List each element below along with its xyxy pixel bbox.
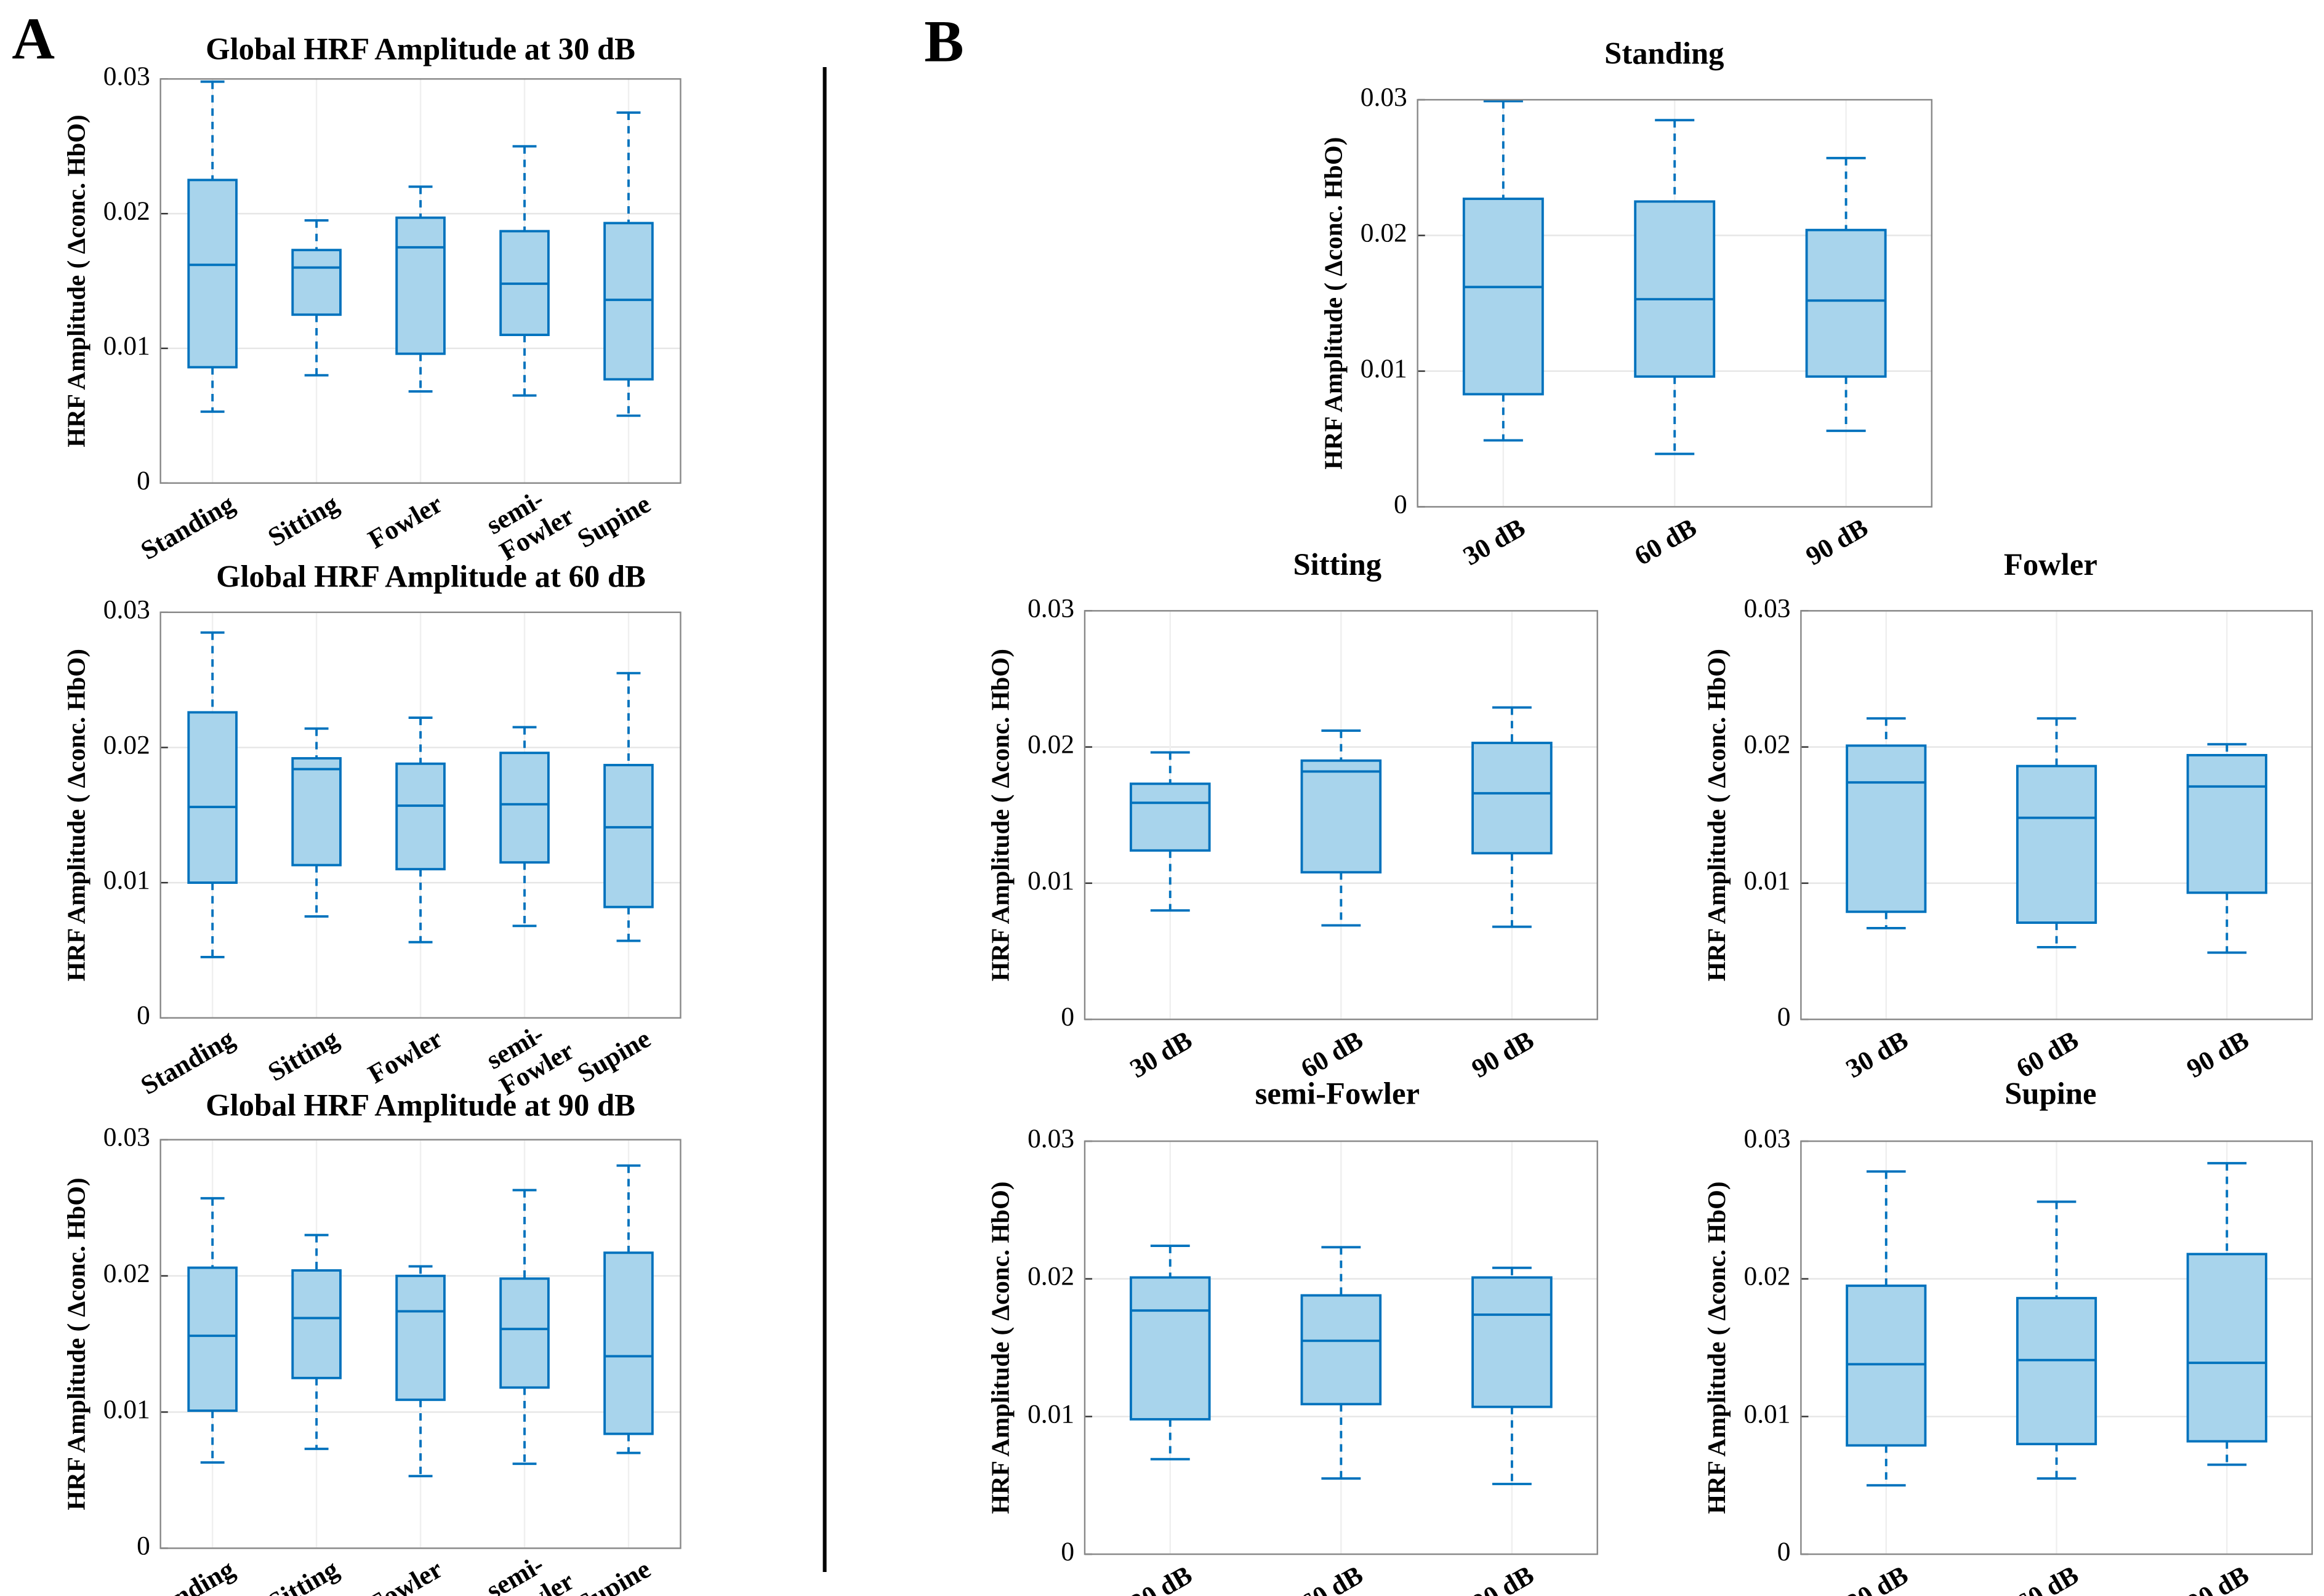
box [395,762,446,871]
y-tick-label: 0.02 [1743,1262,1790,1291]
y-tick-label: 0.01 [1027,1399,1074,1429]
box [395,216,446,355]
plot-frame [1800,1140,2313,1555]
y-tick-label: 0.03 [103,1123,150,1152]
y-tick-label: 0 [1061,1537,1074,1566]
plot-frame [1084,1140,1598,1555]
box [1634,200,1716,378]
y-tick-label: 0 [137,1531,150,1560]
box [2186,753,2267,894]
y-tick-label: 0.03 [1027,593,1074,623]
chart-title: Fowler [2004,547,2097,582]
y-tick-label: 0.02 [1743,730,1790,760]
box [2016,1297,2097,1446]
y-tick-label: 0.02 [1361,218,1407,247]
box [187,178,238,369]
y-axis-label: HRF Amplitude ( Δconc. HbO) [62,1177,90,1510]
box [1130,1276,1211,1421]
y-tick-label: 0 [1061,1002,1074,1032]
box [603,764,654,908]
plot-frame [1800,610,2313,1021]
y-tick-label: 0.02 [1027,1262,1074,1291]
box [291,249,342,316]
y-tick-label: 0.01 [103,331,150,361]
chart-title: Standing [1604,36,1724,71]
box [603,222,654,381]
chart-title: semi-Fowler [1255,1076,1420,1110]
box [1471,742,1553,855]
chart-title: Sitting [1293,547,1382,582]
box [1300,1294,1382,1406]
y-tick-label: 0 [137,1001,150,1030]
box [1846,744,1927,913]
box [291,1269,342,1379]
y-tick-label: 0.03 [103,595,150,625]
box [187,1266,238,1412]
box [395,1274,446,1402]
y-tick-label: 0.01 [1361,354,1407,383]
y-tick-label: 0.03 [1361,82,1407,112]
box [1462,198,1544,396]
chart-title: Supine [2004,1076,2096,1110]
plot-frame [159,1139,682,1549]
y-axis-label: HRF Amplitude ( Δconc. HbO) [1702,1181,1731,1514]
y-axis-label: HRF Amplitude ( Δconc. HbO) [986,1181,1015,1514]
y-tick-label: 0.01 [103,1395,150,1424]
panel-label: B [924,9,963,74]
y-tick-label: 0 [1777,1537,1791,1566]
y-axis-label: HRF Amplitude ( Δconc. HbO) [1702,649,1731,981]
box [1846,1284,1927,1447]
box [2186,1253,2267,1443]
y-tick-label: 0.01 [103,865,150,895]
y-tick-label: 0.01 [1743,1399,1790,1429]
plot-frame [159,78,682,484]
y-tick-label: 0.01 [1027,866,1074,896]
box [499,1277,550,1389]
box [291,757,342,867]
y-tick-label: 0.02 [103,730,150,760]
y-tick-label: 0.03 [1743,593,1790,623]
y-tick-label: 0.03 [103,62,150,91]
y-axis-label: HRF Amplitude ( Δconc. HbO) [62,649,90,981]
y-tick-label: 0.02 [103,1259,150,1288]
box [1805,228,1887,378]
box [1471,1276,1553,1408]
box [603,1251,654,1435]
box [1130,782,1211,852]
y-tick-label: 0 [1777,1002,1791,1032]
plot-frame [159,611,682,1019]
y-axis-label: HRF Amplitude ( Δconc. HbO) [1319,137,1347,470]
y-tick-label: 0.01 [1743,866,1790,896]
box [1300,759,1382,874]
y-tick-label: 0.02 [103,196,150,226]
box [499,752,550,864]
y-tick-label: 0.03 [1743,1124,1790,1153]
panel-label: A [12,6,55,71]
plot-frame [1417,98,1932,508]
y-tick-label: 0.02 [1027,730,1074,760]
plot-frame [1084,610,1598,1021]
box [2016,764,2097,924]
chart-title: Global HRF Amplitude at 90 dB [206,1088,635,1123]
chart-title: Global HRF Amplitude at 30 dB [206,31,635,66]
y-tick-label: 0 [1394,489,1407,519]
y-axis-label: HRF Amplitude ( Δconc. HbO) [986,649,1015,981]
y-tick-label: 0 [137,466,150,495]
y-tick-label: 0.03 [1027,1124,1074,1153]
y-axis-label: HRF Amplitude ( Δconc. HbO) [62,114,90,447]
chart-title: Global HRF Amplitude at 60 dB [216,559,646,593]
box [187,711,238,884]
